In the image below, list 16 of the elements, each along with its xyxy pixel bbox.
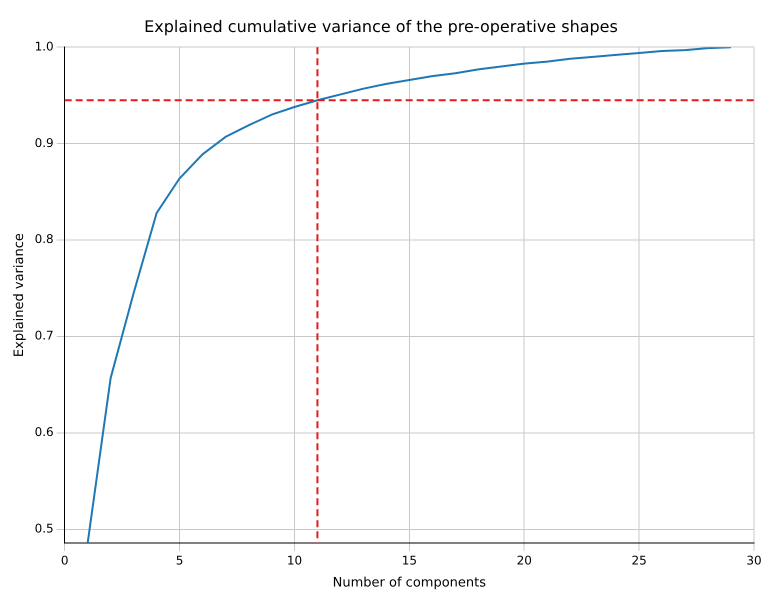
x-tick-label: 25 (631, 553, 647, 568)
x-tick-label: 15 (402, 553, 417, 568)
x-axis-title: Number of components (332, 576, 486, 591)
x-tick-label: 20 (516, 553, 532, 568)
y-tick-label: 0.6 (34, 425, 54, 440)
y-tick-label: 0.7 (34, 328, 54, 343)
chart-title: Explained cumulative variance of the pre-operative shapes (144, 16, 618, 36)
x-tick-label: 10 (286, 553, 302, 568)
y-tick-label: 0.9 (34, 136, 54, 150)
x-tick-label: 0 (60, 553, 69, 568)
y-tick-label: 0.5 (34, 522, 54, 536)
y-axis-title: Explained variance (12, 233, 28, 358)
x-tick-label: 30 (746, 553, 762, 568)
x-tick-label: 5 (176, 553, 184, 568)
y-tick-label: 1.0 (34, 39, 54, 54)
y-tick-label: 0.8 (34, 232, 54, 246)
